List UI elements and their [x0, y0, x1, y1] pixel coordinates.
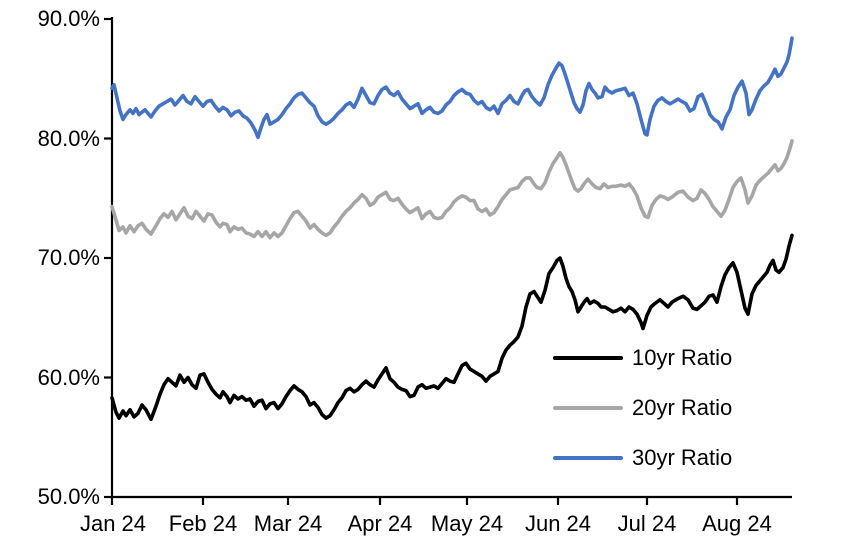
legend-item-30yr-ratio: 30yr Ratio	[553, 445, 732, 471]
legend-swatch-20yr	[553, 406, 623, 410]
x-tick-label: Aug 24	[702, 511, 772, 536]
legend-label: 10yr Ratio	[632, 345, 733, 370]
x-tick-label: Jun 24	[524, 511, 592, 536]
x-tick-label: May 24	[430, 511, 504, 536]
series-line-20yr-ratio	[110, 139, 794, 240]
x-tick-label: Jul 24	[617, 511, 677, 536]
series-line-30yr-ratio	[110, 36, 794, 140]
x-tick-label: Jan 24	[79, 511, 147, 536]
legend-item-10yr-ratio: 10yr Ratio	[553, 345, 732, 371]
y-tick-label: 70.0%	[37, 245, 100, 270]
y-tick-label: 90.0%	[37, 6, 100, 31]
x-tick-label: Feb 24	[168, 511, 238, 536]
legend-label: 20yr Ratio	[632, 395, 733, 420]
y-tick-label: 60.0%	[37, 365, 100, 390]
y-tick-label: 80.0%	[37, 126, 100, 151]
x-tick-label: Apr 24	[347, 511, 413, 536]
legend-swatch-30yr	[553, 456, 623, 460]
series-line-10yr-ratio	[110, 233, 794, 422]
legend-item-20yr-ratio: 20yr Ratio	[553, 395, 732, 421]
legend-swatch-10yr	[553, 356, 623, 360]
x-tick-label: Mar 24	[253, 511, 323, 536]
legend-label: 30yr Ratio	[632, 445, 733, 470]
y-tick-label: 50.0%	[37, 484, 100, 509]
